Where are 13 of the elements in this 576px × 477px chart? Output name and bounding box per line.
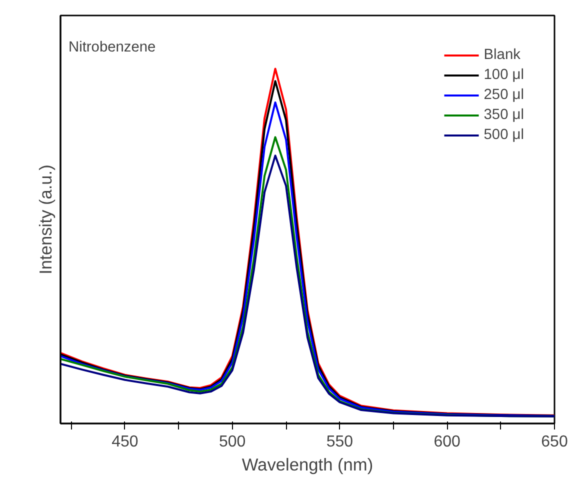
legend-label: 100 μl	[484, 67, 524, 83]
legend-label: 500 μl	[484, 127, 524, 143]
x-tick-label: 500	[218, 434, 246, 450]
legend-label: 250 μl	[484, 87, 524, 103]
x-axis-title: Wavelength (nm)	[242, 454, 374, 474]
x-tick-label: 650	[541, 434, 568, 450]
legend-label: 350 μl	[484, 107, 524, 123]
x-tick-label: 450	[112, 434, 138, 450]
text: Nitrobenzene	[68, 40, 156, 56]
legend-label: Blank	[484, 47, 520, 63]
x-tick-label: 600	[434, 434, 461, 450]
y-axis-title: Intensity (a.u.)	[36, 164, 56, 274]
x-tick-label: 550	[326, 434, 354, 450]
